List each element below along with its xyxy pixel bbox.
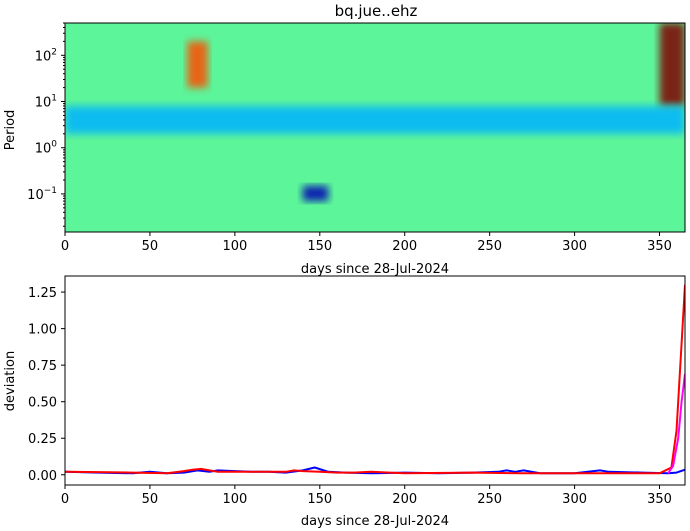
heatmap-y-tick-label: 10−1 xyxy=(27,186,57,203)
heatmap-y-tick-label: 100 xyxy=(35,140,58,157)
deviation-y-ticks: 0.00 0.25 0.50 0.75 1.00 1.25 xyxy=(28,286,65,484)
deviation-frame xyxy=(64,275,686,486)
heatmap-x-tick-label: 200 xyxy=(392,239,417,254)
heatmap-y-label: Period xyxy=(3,110,18,151)
deviation-y-tick-label: 0.50 xyxy=(28,396,57,411)
heatmap-x-tick-label: 250 xyxy=(477,239,502,254)
deviation-y-tick-label: 0.25 xyxy=(28,432,57,447)
deviation-x-tick-label: 300 xyxy=(562,492,587,507)
heatmap-cells xyxy=(65,23,685,202)
heatmap-y-ticks: 10−1 100 101 102 xyxy=(27,22,65,227)
deviation-x-tick-label: 100 xyxy=(222,492,247,507)
deviation-x-tick-label: 0 xyxy=(61,492,69,507)
heatmap-x-ticks: 0 50 100 150 200 250 300 350 xyxy=(61,232,672,254)
deviation-series-2 xyxy=(667,373,685,474)
deviation-lines xyxy=(65,284,685,475)
heatmap-frame xyxy=(64,22,686,233)
deviation-y-tick-label: 1.00 xyxy=(28,323,57,338)
deviation-x-tick-label: 200 xyxy=(392,492,417,507)
heatmap-x-tick-label: 100 xyxy=(222,239,247,254)
heatmap-feature-0 xyxy=(187,41,208,88)
heatmap-title: bq.jue..ehz xyxy=(335,2,418,20)
heatmap-x-tick-label: 150 xyxy=(307,239,332,254)
heatmap-feature-1 xyxy=(659,23,685,106)
heatmap-x-tick-label: 0 xyxy=(61,239,69,254)
deviation-x-tick-label: 50 xyxy=(142,492,159,507)
heatmap-feature-3 xyxy=(65,105,685,134)
heatmap-x-label: days since 28-Jul-2024 xyxy=(301,262,449,277)
deviation-y-tick-label: 1.25 xyxy=(28,286,57,301)
deviation-x-label: days since 28-Jul-2024 xyxy=(301,514,449,529)
deviation-series-1 xyxy=(65,284,685,475)
deviation-x-tick-label: 150 xyxy=(307,492,332,507)
heatmap-x-tick-label: 50 xyxy=(142,239,159,254)
heatmap-y-tick-label: 102 xyxy=(35,47,57,64)
heatmap-y-tick-label: 101 xyxy=(35,94,57,111)
deviation-y-label: deviation xyxy=(3,351,18,411)
deviation-panel: 0 50 100 150 200 250 300 350 0.00 0.25 0.50 0.75 1.… xyxy=(3,275,686,529)
deviation-x-ticks: 0 50 100 150 200 250 300 350 xyxy=(61,485,672,507)
deviation-y-tick-label: 0.75 xyxy=(28,359,57,374)
heatmap-x-tick-label: 350 xyxy=(647,239,672,254)
heatmap-feature-2 xyxy=(302,185,329,202)
heatmap-x-tick-label: 300 xyxy=(562,239,587,254)
deviation-x-tick-label: 350 xyxy=(647,492,672,507)
deviation-y-tick-label: 0.00 xyxy=(28,469,57,484)
heatmap-panel: 0 50 100 150 200 250 300 350 10−1 100 101 102 days… xyxy=(3,22,686,277)
deviation-x-tick-label: 250 xyxy=(477,492,502,507)
